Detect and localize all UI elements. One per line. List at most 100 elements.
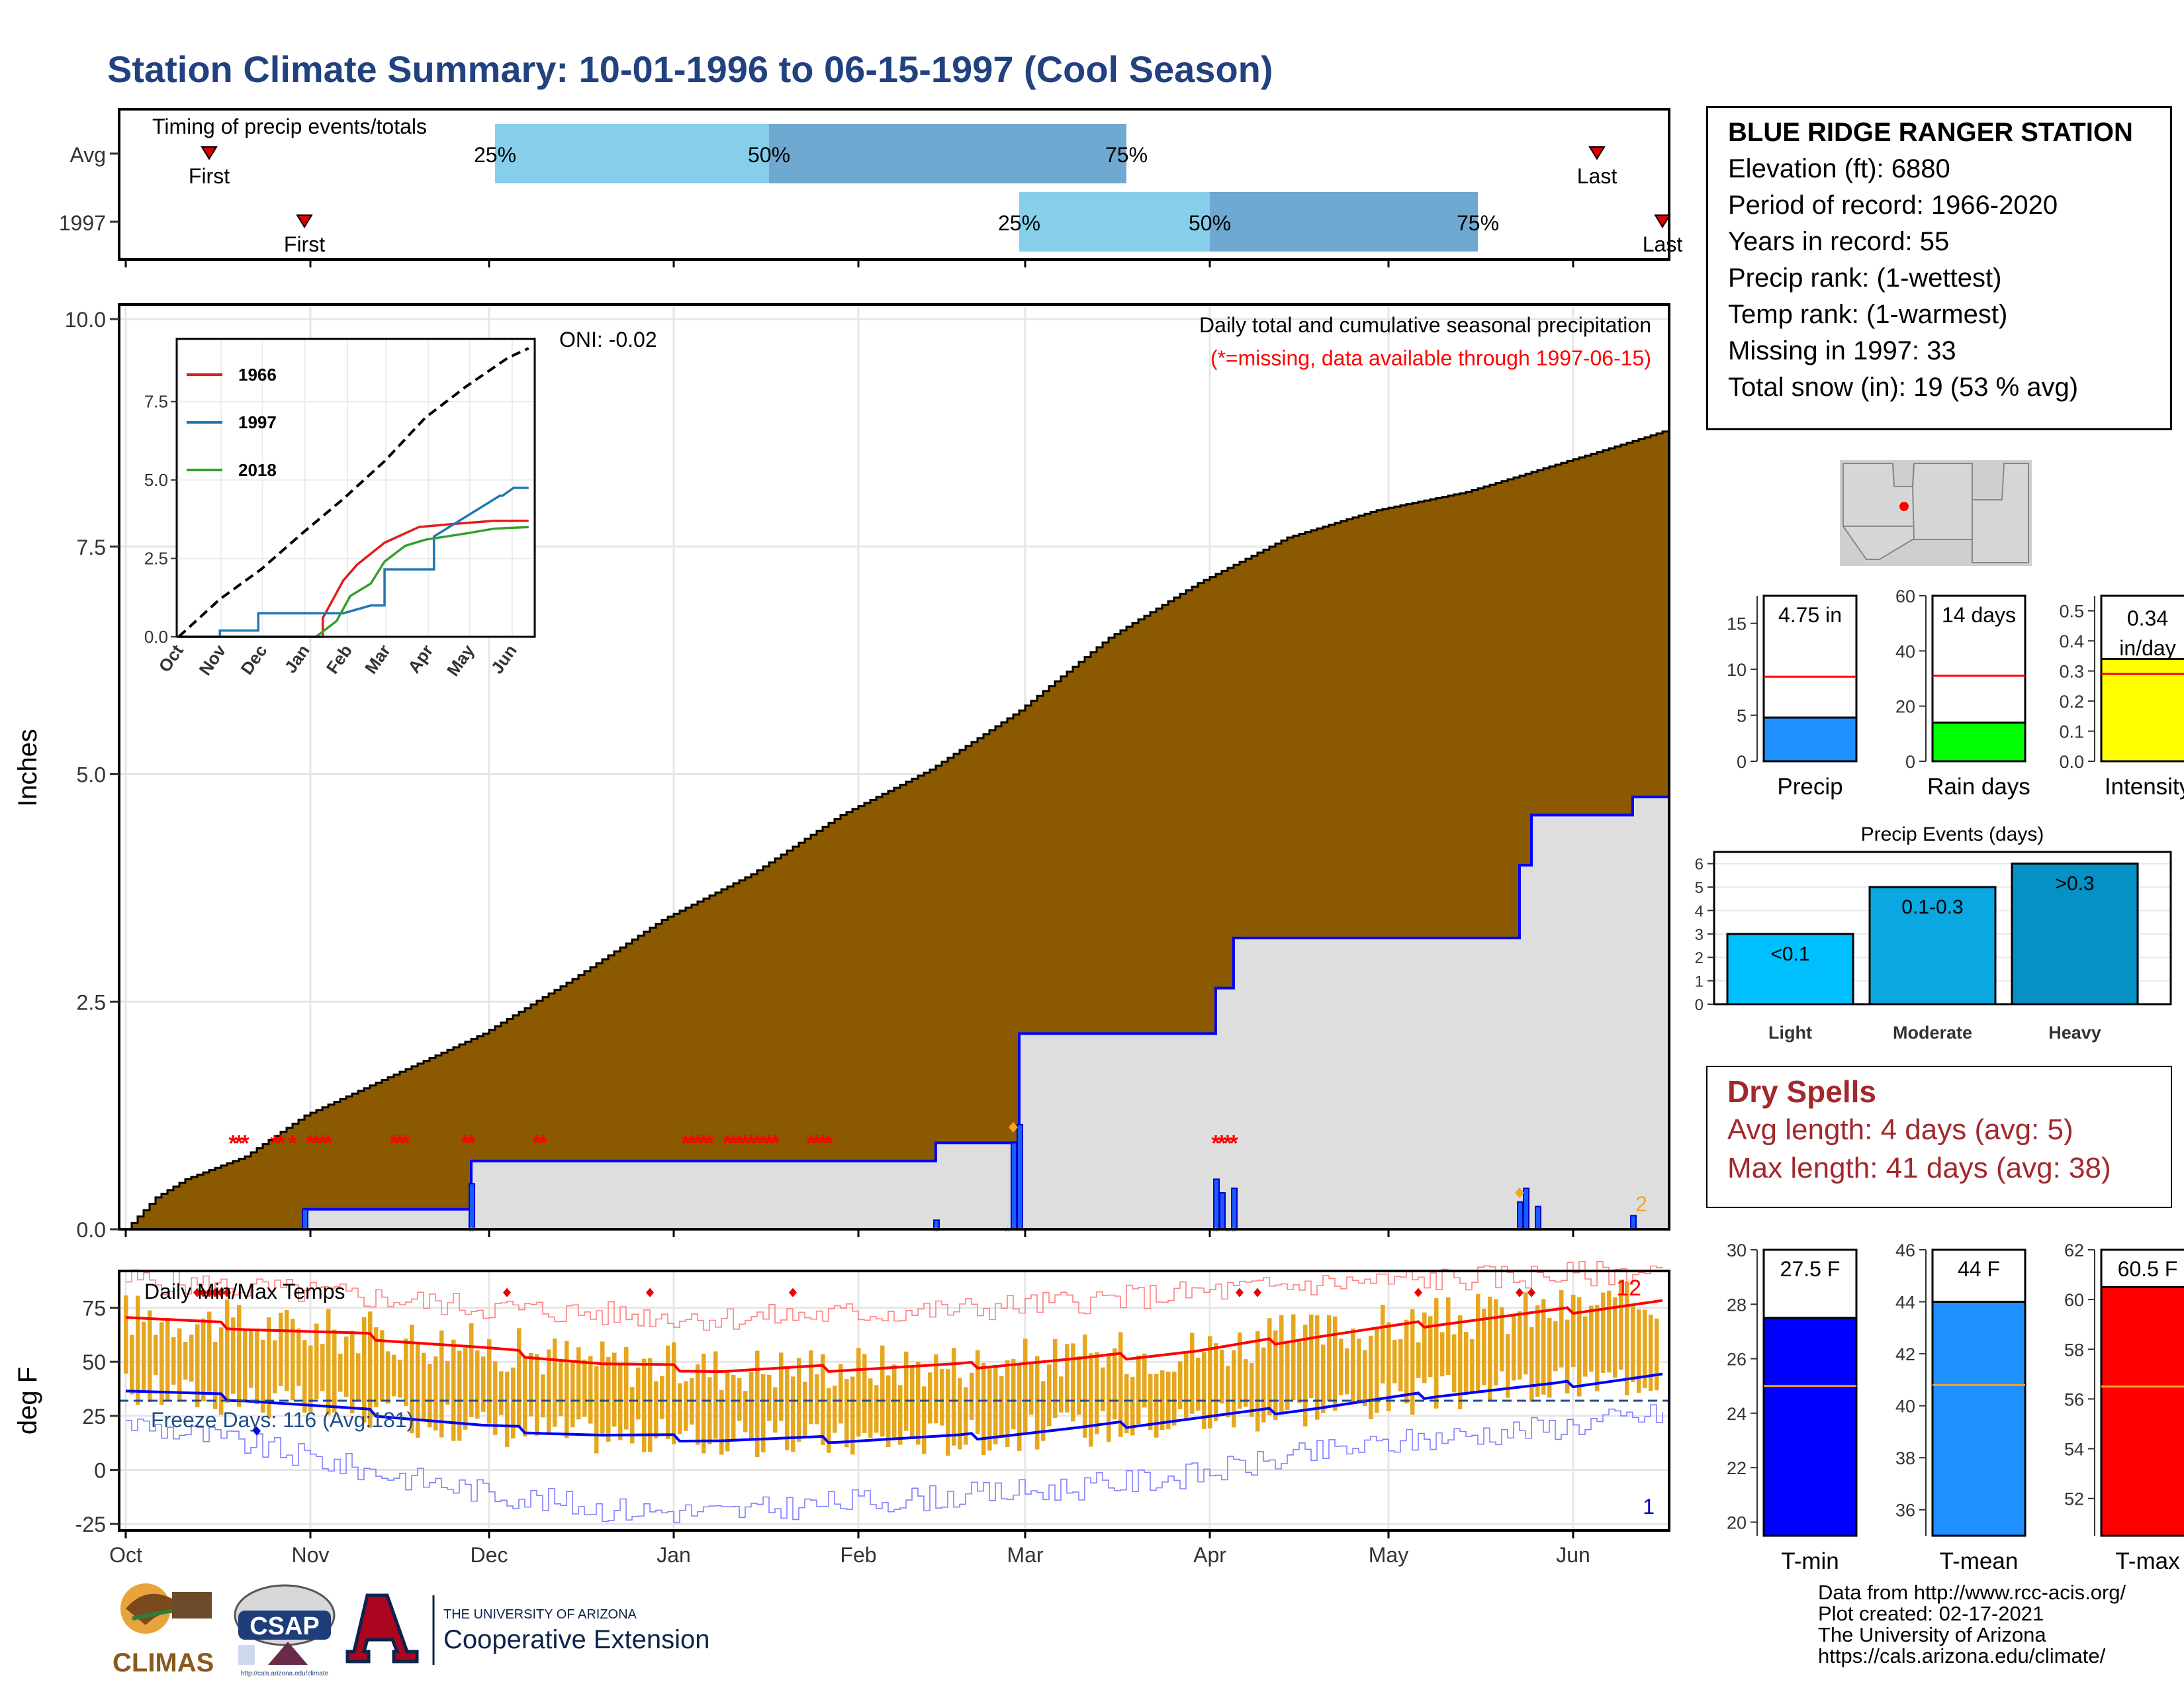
daily-temp-bar — [856, 1348, 861, 1437]
daily-temp-bar — [815, 1374, 819, 1425]
missing-day-marker: * — [681, 1131, 690, 1156]
summary-ytick-label: 58 — [2064, 1340, 2084, 1360]
summary-bar-T-min — [1762, 1317, 1858, 1537]
credit-line-2: Plot created: 02-17-2021 — [1818, 1602, 2044, 1625]
summary-ytick-label: 60 — [1895, 586, 1915, 606]
station-name: BLUE RIDGE RANGER STATION — [1728, 118, 2133, 147]
summary-ytick-label: 5 — [1737, 706, 1747, 726]
station-elevation: Elevation (ft): 6880 — [1728, 154, 1950, 183]
daily-temp-bar — [410, 1325, 414, 1434]
daily-temp-bar — [1524, 1292, 1528, 1375]
daily-precip-bar — [1523, 1188, 1529, 1230]
daily-temp-bar — [1315, 1315, 1320, 1420]
daily-temp-bar — [737, 1378, 742, 1421]
timing-last-marker — [1654, 214, 1671, 228]
daily-temp-bar — [1416, 1342, 1421, 1378]
summary-name-T-min: T-min — [1781, 1548, 1839, 1574]
missing-day-marker: * — [729, 1131, 738, 1156]
events-category-Moderate: Moderate — [1893, 1023, 1972, 1043]
summary-ytick-label: 0 — [1737, 752, 1747, 772]
daily-temp-bar — [696, 1364, 700, 1445]
avg-min-line — [125, 1372, 1663, 1444]
daily-temp-bar — [1398, 1338, 1403, 1391]
missing-day-marker: * — [752, 1131, 762, 1156]
month-label-Mar: Mar — [1007, 1543, 1043, 1567]
inset-ytick-label: 2.5 — [144, 549, 168, 569]
daily-temp-bar — [1309, 1314, 1314, 1398]
record-high-marker — [205, 1288, 213, 1297]
daily-temp-bar — [1601, 1292, 1606, 1374]
summary-ytick-label: 0.5 — [2059, 602, 2084, 622]
ua-logo: THE UNIVERSITY OF ARIZONA Cooperative Ex… — [345, 1593, 709, 1665]
daily-temp-bar — [1541, 1299, 1546, 1395]
daily-temp-bar — [422, 1352, 426, 1422]
missing-day-marker: * — [270, 1131, 279, 1156]
daily-temp-bar — [374, 1327, 379, 1407]
daily-temp-bar — [773, 1387, 778, 1433]
daily-temp-bar — [1077, 1356, 1081, 1415]
timing-bar-50-75 — [769, 124, 1126, 183]
dry-spells-avg: Avg length: 4 days (avg: 5) — [1727, 1113, 2073, 1146]
snow-marker: * — [933, 1224, 939, 1241]
missing-day-marker: * — [312, 1131, 321, 1156]
daily-temp-bar — [1446, 1297, 1451, 1376]
inset-avg-line — [177, 347, 529, 638]
daily-temp-bar — [1160, 1370, 1165, 1430]
daily-temp-bar — [1130, 1376, 1135, 1436]
month-label-Feb: Feb — [840, 1543, 876, 1567]
daily-temp-bar — [1285, 1342, 1290, 1410]
logos: CLIMAS CSAP http://cals.arizona.edu/clim… — [113, 1583, 709, 1677]
temp-chart-title: Daily Min/Max Temps — [144, 1280, 345, 1303]
precip-ytick-label: 5.0 — [77, 763, 106, 787]
month-label-Oct: Oct — [109, 1543, 142, 1567]
summary-ytick-label: 56 — [2064, 1389, 2084, 1409]
daily-temp-bar — [171, 1337, 176, 1385]
daily-temp-bar — [1321, 1344, 1326, 1413]
daily-precip-bar — [1231, 1188, 1238, 1230]
summary-ytick-label: 0.2 — [2059, 692, 2084, 712]
record-high-marker — [1253, 1288, 1261, 1297]
daily-temp-bar — [1017, 1363, 1022, 1451]
daily-precip-bar — [1213, 1178, 1220, 1230]
daily-temp-bar — [219, 1327, 224, 1415]
missing-day-marker: * — [764, 1131, 774, 1156]
daily-temp-bar — [636, 1367, 641, 1420]
snow-marker: * — [1231, 1224, 1237, 1241]
oni-label: ONI: -0.02 — [559, 328, 657, 352]
freeze-days-label: Freeze Days: 116 (Avg:181) — [151, 1408, 414, 1432]
inset-legend-label: 2018 — [238, 460, 277, 480]
daily-temp-bar — [886, 1375, 891, 1448]
missing-day-marker: * — [240, 1131, 250, 1156]
daily-temp-bar — [487, 1339, 492, 1424]
timing-row-label-Avg: Avg — [69, 143, 106, 167]
summary-ytick-label: 22 — [1727, 1458, 1747, 1478]
daily-temp-bar — [1029, 1364, 1034, 1415]
daily-temp-bar — [1506, 1334, 1510, 1398]
daily-temp-bar — [326, 1309, 331, 1415]
daily-temp-bar — [273, 1340, 277, 1393]
station-missing: Missing in 1997: 33 — [1728, 336, 1956, 365]
summary-ytick-label: 40 — [1895, 1397, 1915, 1417]
daily-temp-bar — [344, 1336, 349, 1397]
daily-temp-bar — [231, 1317, 236, 1394]
daily-temp-bar — [1410, 1309, 1415, 1415]
daily-temp-bar — [481, 1356, 486, 1412]
daily-temp-bar — [1107, 1352, 1111, 1442]
daily-temp-bar — [285, 1309, 289, 1391]
record-high-count: 12 — [1616, 1276, 1641, 1301]
daily-temp-bar — [1196, 1358, 1201, 1411]
daily-temp-bar — [1655, 1318, 1659, 1391]
daily-temp-bar — [606, 1357, 611, 1442]
daily-temp-bar — [1178, 1361, 1183, 1409]
daily-temp-bar — [1607, 1290, 1612, 1373]
daily-temp-bar — [1071, 1343, 1075, 1422]
missing-day-marker: * — [324, 1131, 333, 1156]
daily-temp-bar — [1238, 1332, 1242, 1409]
precip-chart-title: Daily total and cumulative seasonal prec… — [1199, 313, 1651, 337]
record-high-marker — [193, 1288, 201, 1297]
daily-temp-bar — [779, 1352, 784, 1421]
summary-value-label: 44 F — [1958, 1257, 2000, 1281]
daily-temp-bar — [1553, 1321, 1558, 1372]
missing-day-marker: * — [276, 1131, 285, 1156]
daily-temp-bar — [499, 1371, 504, 1415]
